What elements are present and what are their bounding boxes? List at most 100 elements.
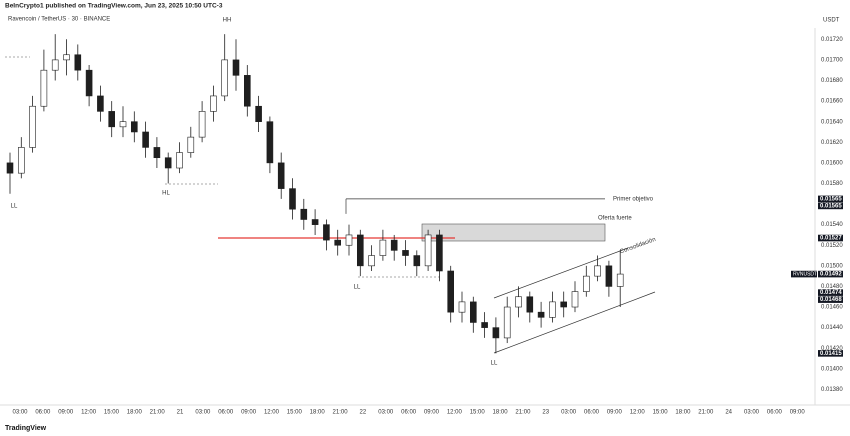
y-tick-label: 0.01660 (821, 99, 843, 105)
candle-body (176, 152, 183, 169)
y-tick-label: 0.01680 (821, 78, 843, 84)
x-tick-label: 06:00 (218, 410, 234, 416)
price-badge (818, 289, 843, 296)
x-tick-label: 09:00 (241, 410, 257, 416)
x-tick-label: 21 (177, 410, 184, 416)
x-tick-label: 09:00 (424, 410, 440, 416)
candle-body (142, 131, 149, 148)
x-tick-label: 06:00 (401, 410, 417, 416)
x-tick-label: 09:00 (790, 410, 806, 416)
x-tick-label: 06:00 (584, 410, 600, 416)
candle-body (131, 121, 138, 133)
candle-body (51, 59, 59, 71)
candle-body (616, 273, 624, 287)
y-tick-label: 0.01700 (821, 57, 843, 63)
x-tick-label: 03:00 (12, 410, 28, 416)
x-tick-label: 09:00 (58, 410, 74, 416)
candle-body (6, 162, 14, 174)
x-tick-label: 24 (725, 410, 732, 416)
y-tick-label: 0.01480 (821, 284, 843, 290)
price-badge-label: 0.01468 (820, 297, 842, 303)
candle-body (153, 147, 161, 159)
candle-body (63, 54, 70, 61)
candle-body (85, 69, 93, 97)
annotation: HH (223, 18, 232, 24)
x-tick-label: 21:00 (515, 410, 531, 416)
x-tick-label: 03:00 (378, 410, 394, 416)
candle-body (458, 301, 466, 313)
x-tick-label: 03:00 (561, 410, 577, 416)
symbol-label: RVNUSDT (793, 271, 817, 277)
x-tick-label: 15:00 (653, 410, 669, 416)
x-tick-label: 15:00 (287, 410, 303, 416)
x-tick-label: 22 (360, 410, 367, 416)
candle-body (560, 301, 568, 308)
candle-body (210, 95, 217, 112)
x-tick-label: 12:00 (81, 410, 97, 416)
candle-body (277, 162, 285, 189)
x-tick-label: 03:00 (744, 410, 760, 416)
candle-body (605, 265, 613, 287)
candle-body (119, 121, 127, 128)
x-tick-label: 12:00 (447, 410, 463, 416)
y-tick-label: 0.01500 (821, 263, 843, 269)
x-tick-label: 12:00 (630, 410, 646, 416)
candle-body (108, 111, 115, 128)
price-badge (818, 234, 843, 242)
x-tick-label: 06:00 (35, 410, 51, 416)
candle-body (255, 105, 262, 122)
x-tick-label: 21:00 (150, 410, 166, 416)
annotation: LL (11, 204, 18, 210)
x-tick-label: 09:00 (607, 410, 623, 416)
candle-body (571, 291, 579, 308)
candle-body (582, 275, 590, 292)
chart-title: Ravencoin / TetherUS · 30 · BINANCE (8, 17, 110, 23)
candle-body (515, 296, 522, 308)
annotation: HL (162, 191, 170, 197)
candle-body (198, 111, 206, 138)
candle-body (356, 234, 364, 267)
footer (0, 420, 850, 436)
candle-body (549, 301, 556, 318)
price-badge (818, 270, 843, 278)
channel-upper (493, 247, 629, 299)
candle-body (311, 219, 319, 225)
price-badge-label: 0.01565 (820, 196, 842, 202)
candle-body (436, 234, 443, 272)
y-tick-label: 0.01720 (821, 37, 843, 43)
y-tick-label: 0.01600 (821, 160, 843, 166)
x-tick-label: 21:00 (698, 410, 714, 416)
y-tick-label: 0.01460 (821, 305, 843, 311)
candle-body (390, 239, 398, 251)
price-badge-label: 0.01474 (820, 290, 842, 296)
publisher: BeInCrypto1 published on TradingView.com… (5, 3, 223, 10)
price-badge-label: 0.01415 (820, 351, 842, 357)
symbol-badge (791, 270, 817, 278)
channel-lower (493, 291, 656, 354)
candle-body (232, 59, 240, 76)
price-badge-label: 0.01565 (820, 203, 842, 209)
candle-body (447, 270, 455, 313)
x-tick-label: 23 (542, 410, 549, 416)
candle-body (244, 75, 251, 107)
candle-body (74, 54, 82, 71)
x-tick-label: 15:00 (470, 410, 486, 416)
candle-body (481, 322, 488, 328)
candle-body (334, 239, 342, 246)
price-badge (818, 296, 843, 303)
y-tick-label: 0.01380 (821, 387, 843, 393)
price-badge (818, 202, 843, 210)
candle-body (379, 239, 387, 256)
y-tick-label: 0.01540 (821, 222, 843, 228)
candle-body (594, 265, 601, 277)
x-tick-label: 12:00 (264, 410, 280, 416)
annotation: Primer objetivo (613, 197, 654, 203)
y-tick-label: 0.01620 (821, 140, 843, 146)
x-tick-label: 18:00 (675, 410, 691, 416)
price-badge-label: 0.01492 (820, 272, 842, 278)
price-badge (818, 350, 843, 357)
y-tick-label: 0.01420 (821, 346, 843, 352)
x-tick-label: 03:00 (195, 410, 211, 416)
